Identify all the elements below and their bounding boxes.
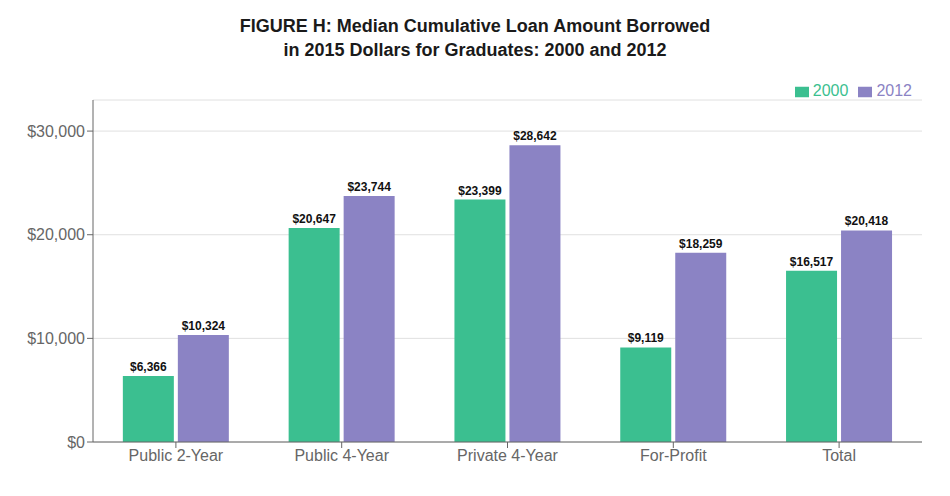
html-text:FIGURE H: Median Cumulative Lo: FIGURE H: Median Cumulative Loan Amount … <box>239 16 711 36</box>
svg-text:Public 4-Year: Public 4-Year <box>294 447 389 464</box>
svg-text:$10,324: $10,324 <box>182 319 226 333</box>
svg-text:$20,418: $20,418 <box>845 214 889 228</box>
html-text:2012: 2012 <box>876 82 912 99</box>
svg-text:For-Profit: For-Profit <box>640 447 707 464</box>
svg-text:Total: Total <box>822 447 856 464</box>
svg-text:$16,517: $16,517 <box>790 255 834 269</box>
svg-text:$20,647: $20,647 <box>292 212 336 226</box>
html-text:in 2015 Dollars for Graduates:: in 2015 Dollars for Graduates: 2000 and … <box>283 40 667 60</box>
svg-text:Public 2-Year: Public 2-Year <box>129 447 224 464</box>
svg-text:$23,399: $23,399 <box>458 184 502 198</box>
svg-text:$0: $0 <box>67 434 85 451</box>
svg-text:$23,744: $23,744 <box>347 180 391 194</box>
svg-text:$20,000: $20,000 <box>27 226 85 243</box>
svg-text:$30,000: $30,000 <box>27 123 85 140</box>
svg-text:$10,000: $10,000 <box>27 330 85 347</box>
svg-text:$18,259: $18,259 <box>679 237 723 251</box>
svg-text:$6,366: $6,366 <box>130 360 167 374</box>
html-text:2000: 2000 <box>812 82 849 99</box>
svg-text:Private 4-Year: Private 4-Year <box>457 447 558 464</box>
svg-text:$28,642: $28,642 <box>513 129 557 143</box>
svg-text:$9,119: $9,119 <box>628 331 664 345</box>
